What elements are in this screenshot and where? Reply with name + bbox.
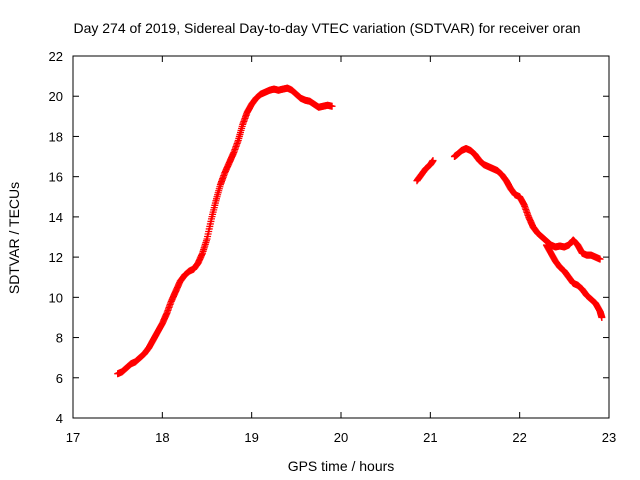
- y-tick-label: 8: [56, 331, 63, 346]
- y-tick-label: 20: [49, 89, 63, 104]
- y-tick-label: 10: [49, 290, 63, 305]
- x-axis-label: GPS time / hours: [288, 458, 395, 474]
- data-point: [598, 313, 606, 321]
- data-marks: [114, 84, 606, 378]
- x-tick-label: 19: [244, 430, 258, 445]
- axis-ticks: 17 18 19 20 21 22 23 4 6 8 10 12 14 16 18 20 22: [49, 49, 617, 445]
- data-point: [596, 255, 604, 263]
- y-axis-label: SDTVAR / TECUs: [6, 182, 22, 294]
- y-tick-label: 4: [56, 411, 63, 426]
- plot-frame: [72, 55, 610, 419]
- y-tick-label: 6: [56, 371, 63, 386]
- data-point: [328, 102, 336, 110]
- x-tick-label: 21: [423, 430, 437, 445]
- x-tick-label: 22: [512, 430, 526, 445]
- x-tick-label: 23: [602, 430, 616, 445]
- x-tick-label: 17: [66, 430, 80, 445]
- y-tick-label: 12: [49, 250, 63, 265]
- data-point: [429, 157, 437, 165]
- axes: [72, 55, 610, 419]
- series-segment-2: [413, 157, 437, 185]
- x-tick-label: 18: [155, 430, 169, 445]
- x-tick-label: 20: [334, 430, 348, 445]
- y-tick-label: 22: [49, 49, 63, 64]
- chart-title: Day 274 of 2019, Sidereal Day-to-day VTE…: [73, 20, 580, 36]
- y-tick-label: 14: [49, 210, 63, 225]
- series-segment-4: [542, 241, 606, 321]
- series-segment-3: [450, 145, 604, 263]
- y-tick-label: 16: [49, 170, 63, 185]
- y-tick-label: 18: [49, 129, 63, 144]
- series-segment-1: [114, 84, 336, 378]
